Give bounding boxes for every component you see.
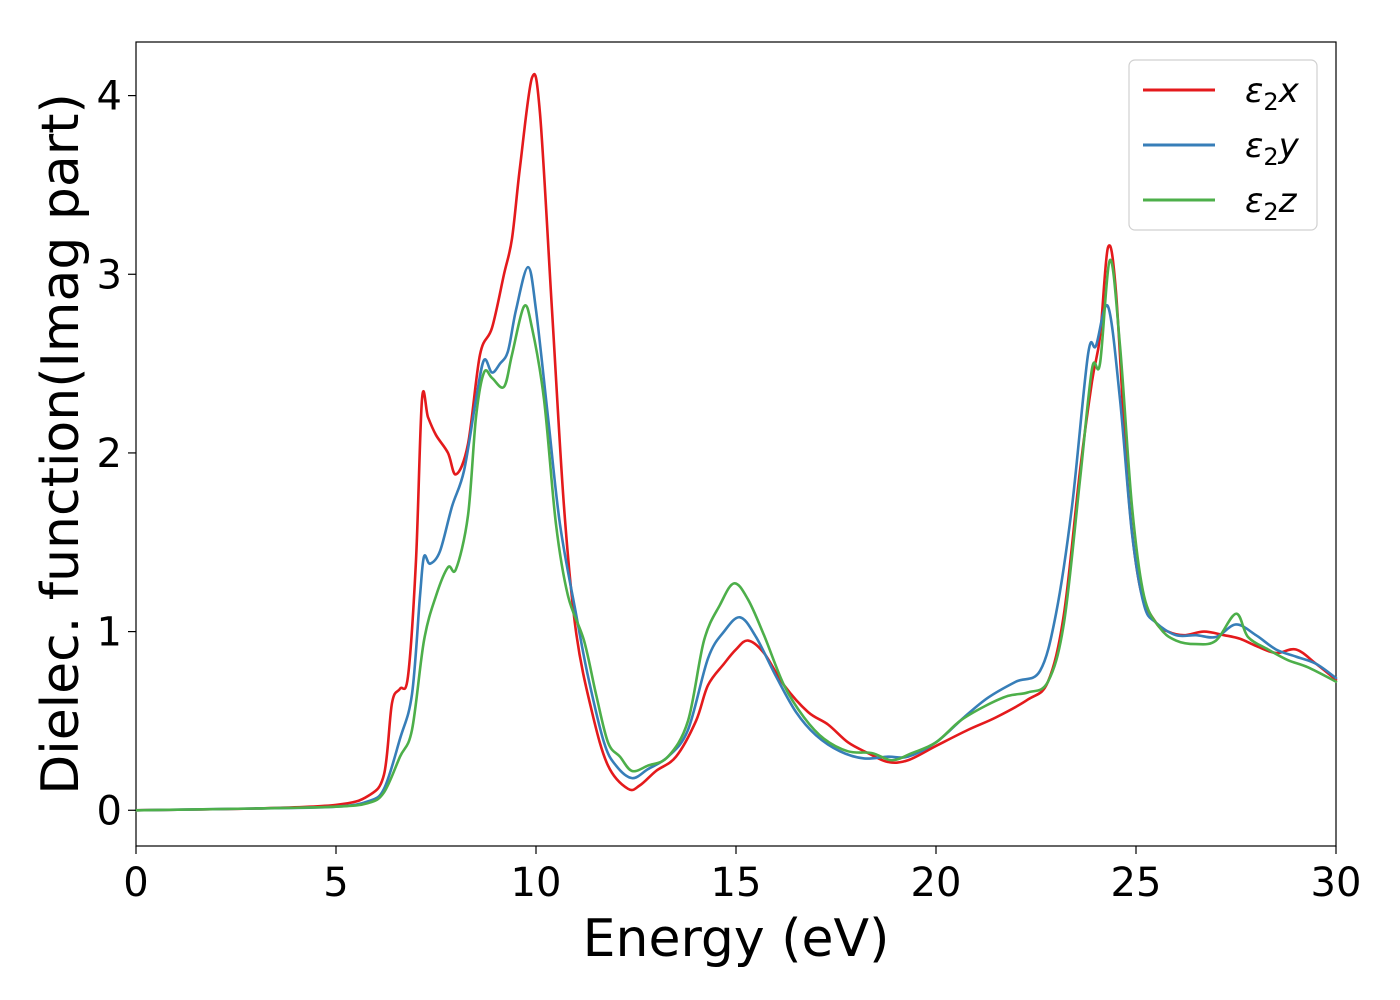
y-tick-label: 1	[97, 610, 122, 656]
series-lines	[134, 72, 1338, 812]
x-tick-label: 30	[1311, 860, 1362, 906]
x-tick-label: 0	[123, 860, 148, 906]
y-tick-label: 2	[97, 431, 122, 477]
legend-label-2: ε2y	[1245, 126, 1300, 171]
y-tick-label: 0	[97, 788, 122, 834]
y-axis-label: Dielec. function(Imag part)	[31, 93, 91, 795]
x-axis-label: Energy (eV)	[583, 909, 890, 969]
series-line-3	[134, 258, 1338, 812]
x-tick-label: 15	[711, 860, 762, 906]
legend: ε2x ε2y ε2z	[1128, 59, 1318, 231]
series-line-2	[134, 265, 1338, 812]
legend-box	[1128, 59, 1318, 231]
y-tick-label: 4	[97, 74, 122, 120]
legend-label-1: ε2x	[1245, 71, 1300, 116]
x-axis-ticks: 0 5 10 15 20 25 30	[123, 846, 1361, 906]
y-tick-label: 3	[97, 252, 122, 298]
x-tick-label: 25	[1111, 860, 1162, 906]
x-tick-label: 5	[323, 860, 348, 906]
legend-label-3: ε2z	[1245, 181, 1298, 226]
x-tick-label: 20	[911, 860, 962, 906]
legend-items: ε2x ε2y ε2z	[1143, 71, 1300, 226]
x-tick-label: 10	[511, 860, 562, 906]
y-axis-ticks: 0 1 2 3 4	[97, 74, 136, 834]
